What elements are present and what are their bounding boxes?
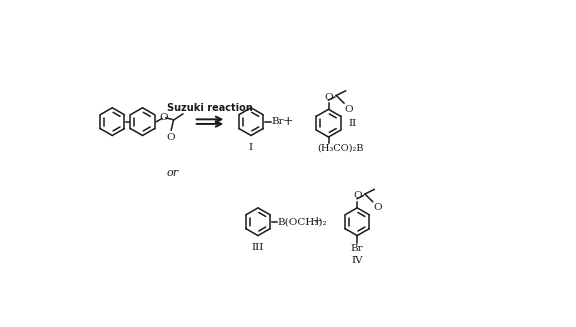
- Text: Suzuki reaction: Suzuki reaction: [167, 103, 253, 113]
- Text: II: II: [348, 119, 357, 128]
- Text: O: O: [373, 203, 382, 212]
- Text: O: O: [159, 113, 168, 122]
- Text: Br: Br: [351, 244, 363, 253]
- Text: or: or: [166, 168, 179, 178]
- Text: III: III: [252, 243, 264, 252]
- Text: (H₃CO)₂B: (H₃CO)₂B: [318, 144, 364, 153]
- Text: O: O: [353, 191, 362, 200]
- Text: O: O: [345, 105, 354, 114]
- Text: B(OCH₃)₂: B(OCH₃)₂: [278, 217, 327, 226]
- Text: O: O: [324, 93, 333, 102]
- Text: +: +: [283, 115, 294, 128]
- Text: +: +: [312, 215, 322, 228]
- Text: Br: Br: [272, 117, 285, 126]
- Text: I: I: [249, 143, 253, 152]
- Text: IV: IV: [351, 256, 363, 265]
- Text: O: O: [166, 133, 175, 142]
